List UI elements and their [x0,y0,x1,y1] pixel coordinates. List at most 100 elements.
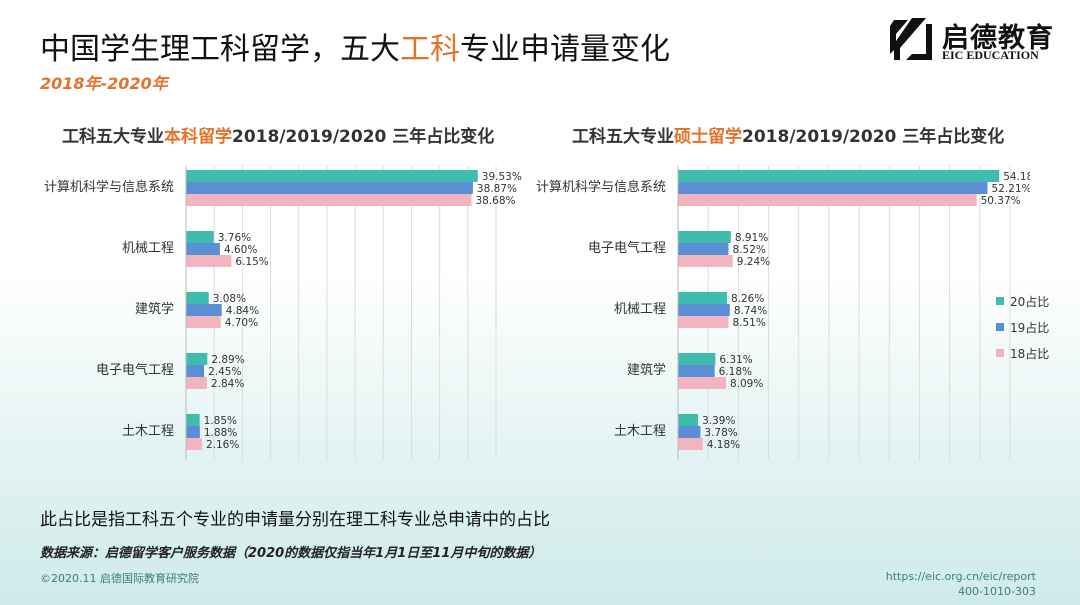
legend-label: 18占比 [1010,346,1050,361]
category-label: 计算机科学与信息系统 [44,179,174,195]
legend-swatch [996,349,1004,357]
data-label: 1.85% [204,415,237,427]
data-label: 1.88% [204,427,237,439]
bar [678,426,701,438]
chart-title-highlight: 硕士留学 [674,127,742,147]
data-label: 6.18% [719,366,752,378]
legend-item: 19占比 [996,314,1049,340]
data-label: 3.76% [218,232,251,244]
bar [678,194,977,206]
bar [186,414,200,426]
legend-label: 20占比 [1010,294,1050,309]
bar [678,353,716,365]
data-label: 8.74% [734,305,767,317]
bar [678,438,703,450]
eic-logo: 启德教育 EIC EDUCATION [886,14,1056,64]
chart-title-master: 工科五大专业硕士留学2018/2019/2020 三年占比变化 [572,122,1004,147]
data-label: 8.91% [735,232,768,244]
bachelor-bar-chart: 计算机科学与信息系统 39.53%38.87%38.68% 机械工程 3.76%4.6… [44,166,522,460]
bar [186,365,205,377]
category-label: 建筑学 [135,301,174,317]
category-label: 建筑学 [627,362,666,378]
data-label: 4.18% [707,439,740,451]
bar [186,304,222,316]
data-label: 8.51% [732,317,765,329]
category-label: 机械工程 [122,241,174,256]
bar [186,316,221,328]
data-label: 54.18% [1003,171,1030,183]
bar [678,255,733,267]
category-label: 电子电气工程 [588,240,666,256]
bar [186,255,232,267]
data-label: 52.21% [992,183,1030,195]
title-part1: 中国学生理工科留学，五大 [40,32,400,67]
data-label: 8.52% [733,244,766,256]
category-label: 机械工程 [614,302,666,317]
bar [186,426,200,438]
chart-title-part1: 工科五大专业 [62,127,164,147]
data-label: 8.26% [731,293,764,305]
data-label: 9.24% [737,256,770,268]
logo-name-en: EIC EDUCATION [942,48,1039,62]
legend-item: 18占比 [996,340,1049,366]
page-subtitle: 2018年-2020年 [40,74,168,93]
data-label: 8.09% [730,378,763,390]
footnote: 此占比是指工科五个专业的申请量分别在理工科专业总申请中的占比 [40,510,550,530]
report-link[interactable]: https://eic.org.cn/eic/report [885,570,1036,583]
data-label: 4.60% [224,244,257,256]
bar [678,365,715,377]
legend-swatch [996,323,1004,331]
data-label: 4.70% [225,317,258,329]
chart-title-part2: 2018/2019/2020 三年占比变化 [232,127,495,147]
category-label: 土木工程 [122,424,174,439]
title-highlight: 工科 [400,32,460,67]
bar [186,182,473,194]
bar [186,243,220,255]
bar [678,414,699,426]
bar [678,170,1000,182]
chart-title-part2: 2018/2019/2020 三年占比变化 [742,127,1005,147]
data-label: 3.08% [213,293,246,305]
category-label: 计算机科学与信息系统 [536,179,666,195]
eic-logo-icon [890,18,932,60]
bar [186,377,207,389]
copyright: ©2020.11 启德国际教育研究院 [40,572,199,585]
bar [678,292,727,304]
chart-title-bachelor: 工科五大专业本科留学2018/2019/2020 三年占比变化 [62,122,494,147]
data-label: 2.89% [211,354,244,366]
data-label: 39.53% [482,171,522,183]
bar [678,182,988,194]
bar [678,316,729,328]
category-label: 土木工程 [614,424,666,439]
legend-label: 19占比 [1010,320,1050,335]
bar [186,438,202,450]
bar [186,292,209,304]
data-label: 2.16% [206,439,239,451]
data-label: 38.87% [477,183,517,195]
category-label: 电子电气工程 [96,362,174,378]
data-label: 50.37% [981,195,1021,207]
title-part2: 专业申请量变化 [460,32,670,67]
bar [186,231,214,243]
logo-name-cn: 启德教育 [942,23,1054,54]
data-label: 2.45% [208,366,241,378]
bar [186,194,472,206]
data-label: 3.78% [704,427,737,439]
bar [678,377,726,389]
chart-legend: 20占比 19占比 18占比 [996,288,1049,366]
data-label: 6.15% [235,256,268,268]
data-label: 2.84% [211,378,244,390]
legend-swatch [996,297,1004,305]
data-label: 6.31% [719,354,752,366]
chart-title-part1: 工科五大专业 [572,127,674,147]
bar [678,243,729,255]
bar [186,353,208,365]
data-label: 3.39% [702,415,735,427]
page-title: 中国学生理工科留学，五大工科专业申请量变化 [40,24,670,68]
chart-title-highlight: 本科留学 [164,127,232,147]
phone-number: 400-1010-303 [958,585,1036,598]
bar [678,231,731,243]
bar [186,170,478,182]
legend-item: 20占比 [996,288,1049,314]
data-source: 数据来源：启德留学客户服务数据（2020的数据仅指当年1月1日至11月中旬的数据… [40,546,542,561]
